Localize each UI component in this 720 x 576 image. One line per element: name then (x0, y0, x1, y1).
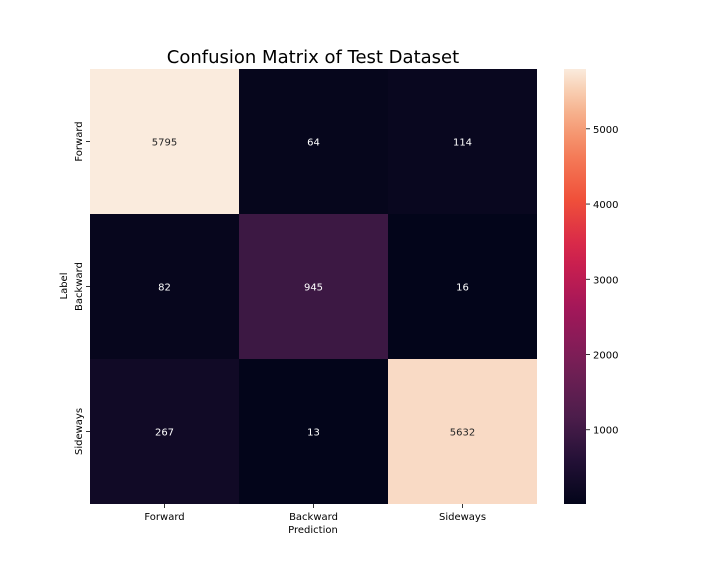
x-axis-ticks: Forward Backward Sideways (144, 504, 486, 523)
colorbar-gradient (564, 69, 586, 504)
x-tick-label: Backward (289, 512, 338, 523)
x-tick-label: Forward (144, 512, 184, 523)
heatmap-cells: 5795 64 114 82 945 16 267 13 5632 (90, 69, 537, 504)
heatmap-cell (388, 214, 537, 359)
cell-value-label: 64 (307, 138, 320, 149)
heatmap-cell (90, 214, 239, 359)
colorbar-tick-label: 3000 (593, 275, 618, 286)
cell-value-label: 5795 (152, 138, 177, 149)
colorbar-tick-label: 4000 (593, 200, 618, 211)
cell-value-label: 82 (158, 283, 171, 294)
cell-value-label: 267 (155, 428, 174, 439)
y-axis-title: Label (59, 273, 70, 300)
y-tick-label: Backward (74, 262, 85, 311)
cell-value-label: 16 (456, 283, 469, 294)
y-tick-label: Forward (74, 121, 85, 161)
heatmap-cell (90, 69, 239, 214)
colorbar-tick-label: 5000 (593, 125, 618, 136)
cell-value-label: 5632 (450, 428, 475, 439)
colorbar-tick-label: 1000 (593, 426, 618, 437)
x-tick-label: Sideways (439, 512, 486, 523)
chart-title: Confusion Matrix of Test Dataset (167, 47, 459, 68)
heatmap-cell (239, 69, 388, 214)
y-axis-ticks: Forward Backward Sideways (74, 121, 90, 455)
colorbar-tick-label: 2000 (593, 351, 618, 362)
heatmap-cell (90, 359, 239, 504)
cell-value-label: 945 (304, 283, 323, 294)
heatmap-cell (239, 359, 388, 504)
x-axis-title: Prediction (288, 525, 338, 536)
y-tick-label: Sideways (74, 408, 85, 455)
heatmap-cell (239, 214, 388, 359)
cell-value-label: 114 (453, 138, 472, 149)
cell-value-label: 13 (307, 428, 320, 439)
colorbar: 1000 2000 3000 4000 5000 (564, 69, 618, 504)
heatmap-cell (388, 69, 537, 214)
heatmap-cell (388, 359, 537, 504)
